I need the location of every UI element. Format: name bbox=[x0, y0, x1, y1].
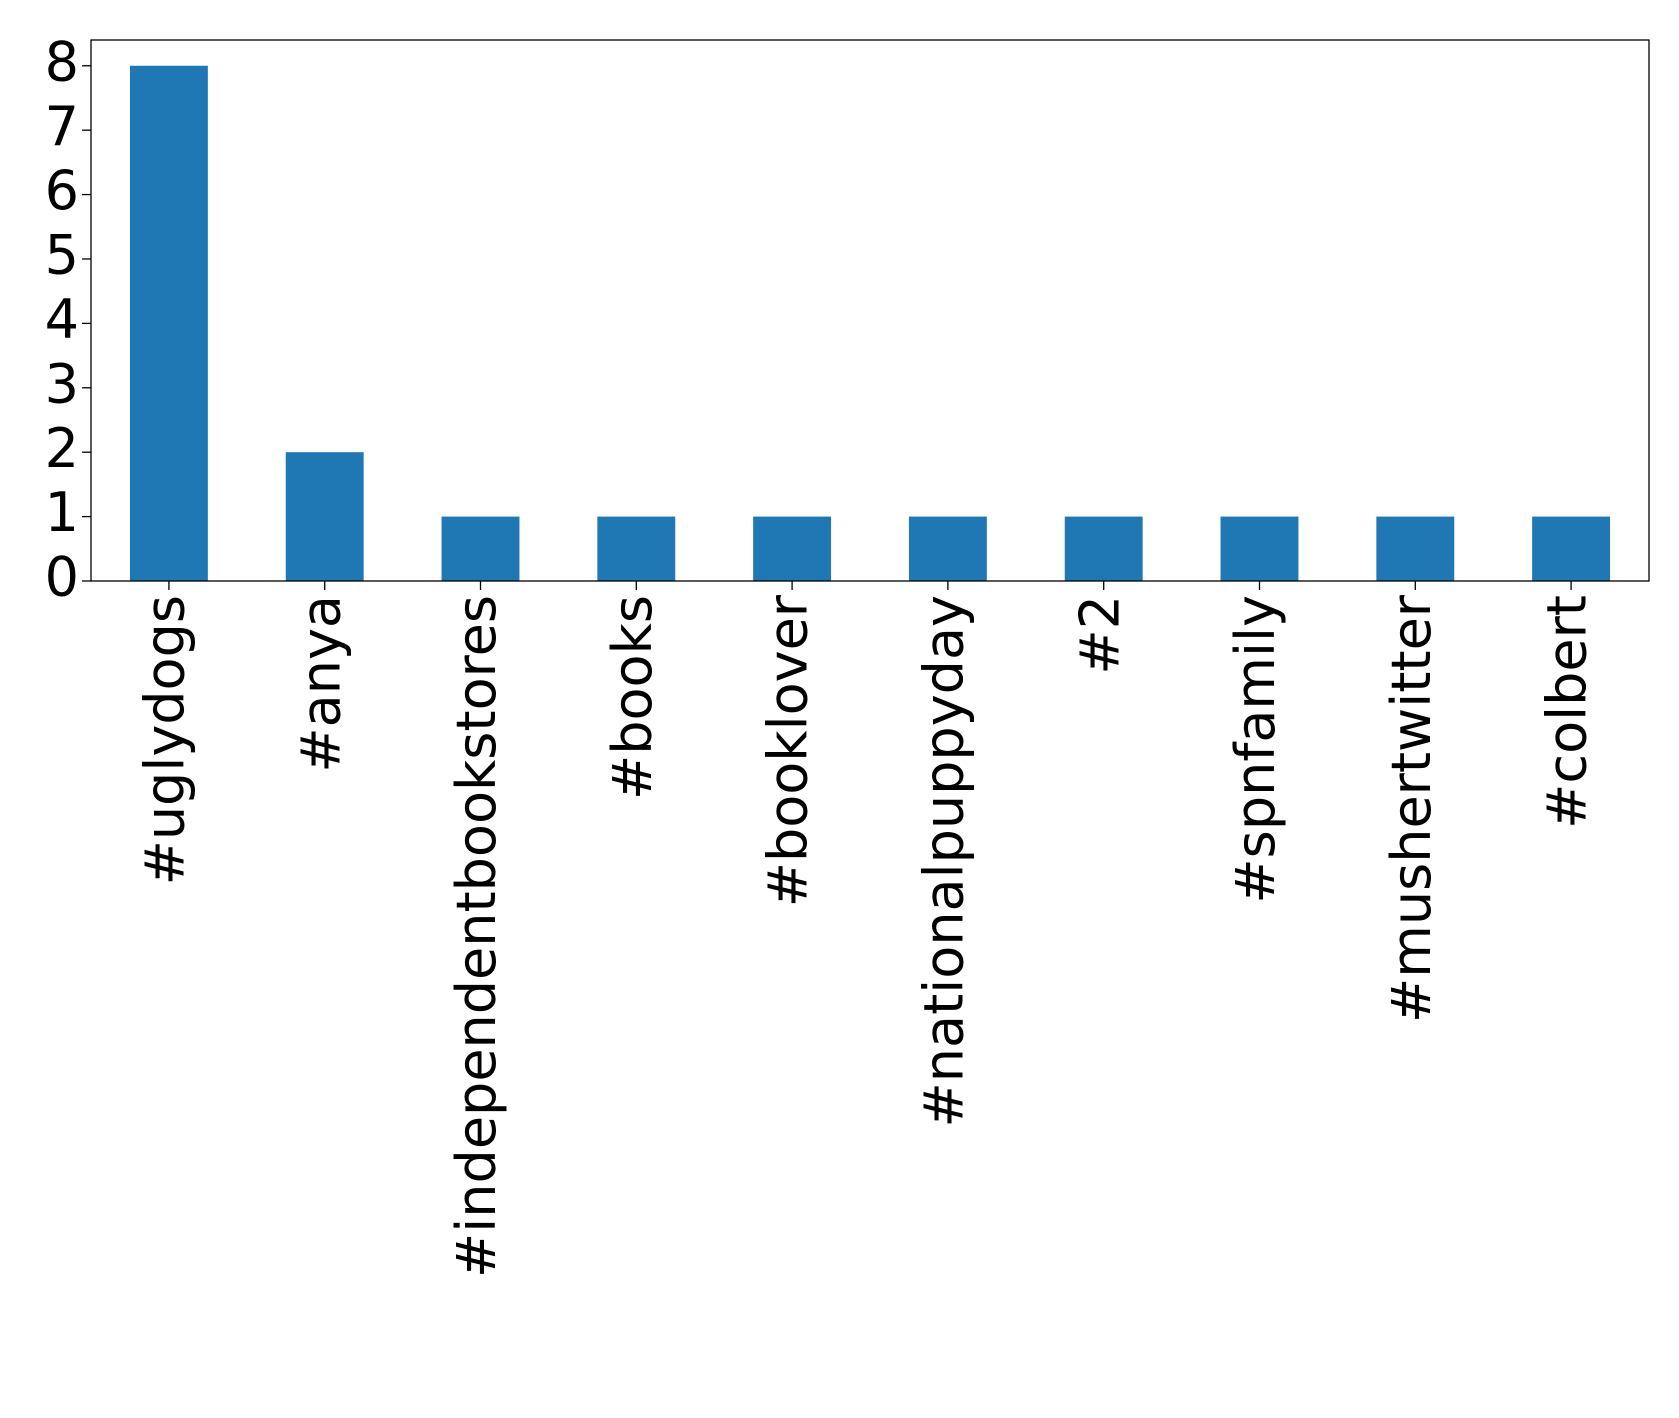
x-tick-label: #spnfamily bbox=[1224, 595, 1287, 904]
x-tick-label: #2 bbox=[1068, 595, 1131, 675]
bar bbox=[908, 516, 987, 581]
x-tick-label: #independentbookstores bbox=[445, 595, 508, 1278]
y-tick-label: 7 bbox=[45, 95, 79, 158]
y-tick-label: 5 bbox=[45, 224, 79, 287]
bar bbox=[285, 452, 364, 581]
bar bbox=[1532, 516, 1611, 581]
bar bbox=[1064, 516, 1143, 581]
bar bbox=[441, 516, 520, 581]
bar bbox=[753, 516, 832, 581]
bar bbox=[1376, 516, 1455, 581]
plot-frame bbox=[90, 39, 1650, 582]
bar bbox=[1220, 516, 1299, 581]
x-tick-label: #mushertwitter bbox=[1380, 594, 1443, 1023]
y-tick-label: 8 bbox=[45, 30, 79, 93]
x-tick-label: #books bbox=[601, 595, 664, 800]
y-tick-label: 2 bbox=[45, 417, 79, 480]
bar bbox=[597, 516, 676, 581]
x-tick-label: #uglydogs bbox=[134, 595, 197, 885]
y-tick-label: 4 bbox=[45, 288, 79, 351]
x-tick-label: #nationalpuppyday bbox=[913, 595, 976, 1127]
bar bbox=[129, 65, 208, 581]
x-tick-label: #booklover bbox=[757, 594, 820, 907]
y-tick-label: 0 bbox=[45, 546, 79, 609]
y-tick-label: 3 bbox=[45, 352, 79, 415]
y-tick-label: 6 bbox=[45, 159, 79, 222]
y-tick-label: 1 bbox=[45, 481, 79, 544]
x-tick-label: #anya bbox=[289, 595, 352, 773]
x-tick-label: #colbert bbox=[1536, 595, 1599, 829]
